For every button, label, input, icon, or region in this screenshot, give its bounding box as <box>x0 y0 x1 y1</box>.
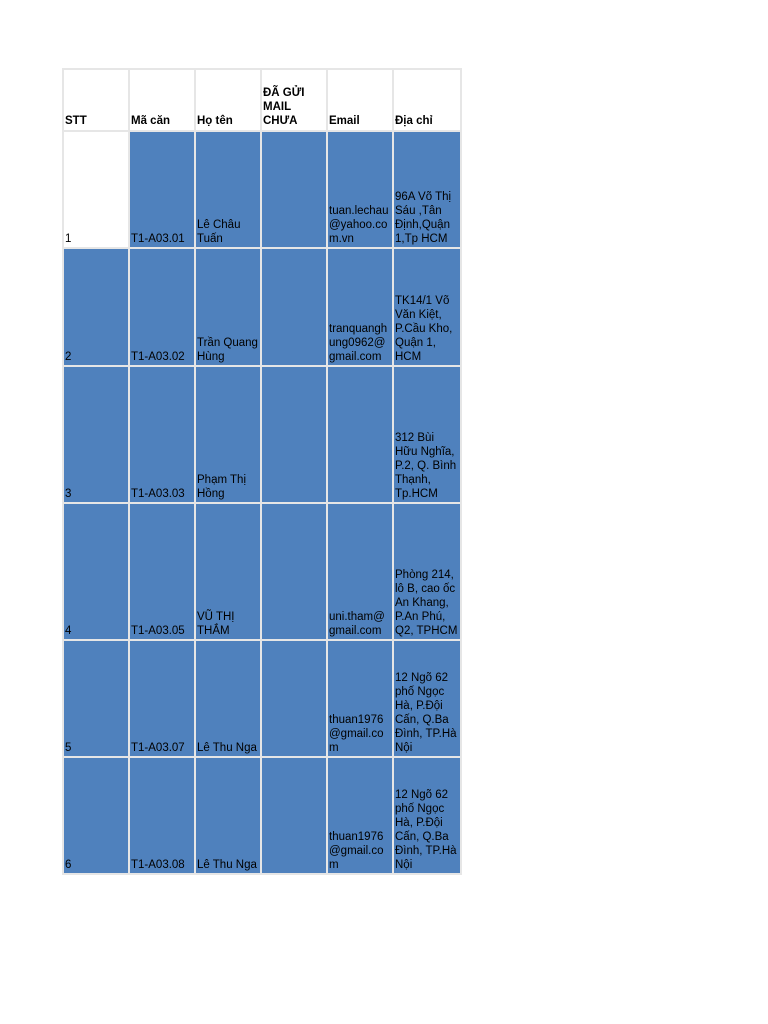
cell-ho-ten[interactable]: VŨ THỊ THẮM <box>194 502 262 641</box>
table-row: 3 T1-A03.03 Phạm Thị Hồng 312 Bùi Hữu Ng… <box>62 365 462 504</box>
cell-ho-ten[interactable]: Trần Quang Hùng <box>194 247 262 367</box>
cell-stt[interactable]: 4 <box>62 502 130 641</box>
cell-dia-chi[interactable]: 12 Ngõ 62 phố Ngọc Hà, P.Đội Cấn, Q.Ba Đ… <box>392 756 462 875</box>
cell-da-gui-mail[interactable] <box>260 639 328 758</box>
cell-ma-can[interactable]: T1-A03.08 <box>128 756 196 875</box>
header-row: STT Mã căn Họ tên ĐÃ GỬI MAIL CHƯA Email… <box>62 68 462 132</box>
cell-email[interactable]: tuan.lechau@yahoo.com.vn <box>326 130 394 249</box>
header-email[interactable]: Email <box>326 68 394 132</box>
cell-dia-chi[interactable]: TK14/1 Võ Văn Kiệt, P.Cầu Kho, Quận 1, H… <box>392 247 462 367</box>
cell-ho-ten[interactable]: Lê Thu Nga <box>194 639 262 758</box>
header-stt[interactable]: STT <box>62 68 130 132</box>
cell-dia-chi[interactable]: 12 Ngõ 62 phố Ngọc Hà, P.Đội Cấn, Q.Ba Đ… <box>392 639 462 758</box>
table-row: 5 T1-A03.07 Lê Thu Nga thuan1976@gmail.c… <box>62 639 462 758</box>
cell-stt[interactable]: 5 <box>62 639 130 758</box>
cell-stt[interactable]: 2 <box>62 247 130 367</box>
cell-da-gui-mail[interactable] <box>260 247 328 367</box>
cell-ma-can[interactable]: T1-A03.02 <box>128 247 196 367</box>
cell-da-gui-mail[interactable] <box>260 756 328 875</box>
cell-stt[interactable]: 1 <box>62 130 130 249</box>
cell-ho-ten[interactable]: Lê Thu Nga <box>194 756 262 875</box>
cell-email[interactable]: tranquanghung0962@gmail.com <box>326 247 394 367</box>
cell-ma-can[interactable]: T1-A03.05 <box>128 502 196 641</box>
table-row: 1 T1-A03.01 Lê Châu Tuấn tuan.lechau@yah… <box>62 130 462 249</box>
table-row: 4 T1-A03.05 VŨ THỊ THẮM uni.tham@gmail.c… <box>62 502 462 641</box>
cell-ma-can[interactable]: T1-A03.07 <box>128 639 196 758</box>
cell-ma-can[interactable]: T1-A03.01 <box>128 130 196 249</box>
cell-dia-chi[interactable]: Phòng 214, lô B, cao ốc An Khang, P.An P… <box>392 502 462 641</box>
cell-email[interactable]: uni.tham@gmail.com <box>326 502 394 641</box>
data-table: STT Mã căn Họ tên ĐÃ GỬI MAIL CHƯA Email… <box>62 68 462 875</box>
cell-da-gui-mail[interactable] <box>260 365 328 504</box>
cell-da-gui-mail[interactable] <box>260 130 328 249</box>
cell-stt[interactable]: 3 <box>62 365 130 504</box>
cell-dia-chi[interactable]: 96A Võ Thị Sáu ,Tân Định,Quận 1,Tp HCM <box>392 130 462 249</box>
header-ho-ten[interactable]: Họ tên <box>194 68 262 132</box>
cell-stt[interactable]: 6 <box>62 756 130 875</box>
cell-ho-ten[interactable]: Phạm Thị Hồng <box>194 365 262 504</box>
table-row: 6 T1-A03.08 Lê Thu Nga thuan1976@gmail.c… <box>62 756 462 875</box>
header-da-gui-mail[interactable]: ĐÃ GỬI MAIL CHƯA <box>260 68 328 132</box>
cell-email[interactable]: thuan1976@gmail.com <box>326 756 394 875</box>
cell-dia-chi[interactable]: 312 Bùi Hữu Nghĩa, P.2, Q. Bình Thạnh, T… <box>392 365 462 504</box>
cell-da-gui-mail[interactable] <box>260 502 328 641</box>
header-dia-chi[interactable]: Địa chỉ <box>392 68 462 132</box>
cell-email[interactable]: thuan1976@gmail.com <box>326 639 394 758</box>
table-row: 2 T1-A03.02 Trần Quang Hùng tranquanghun… <box>62 247 462 367</box>
cell-ho-ten[interactable]: Lê Châu Tuấn <box>194 130 262 249</box>
header-ma-can[interactable]: Mã căn <box>128 68 196 132</box>
cell-ma-can[interactable]: T1-A03.03 <box>128 365 196 504</box>
cell-email[interactable] <box>326 365 394 504</box>
